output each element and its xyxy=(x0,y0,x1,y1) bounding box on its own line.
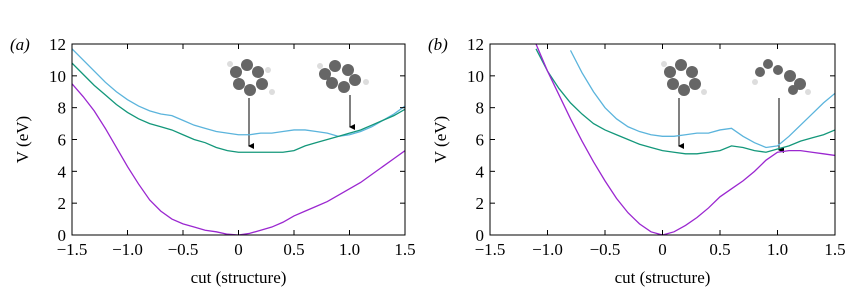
y-tick-label: 10 xyxy=(467,67,484,86)
x-tick-label: 0.5 xyxy=(709,240,730,259)
y-tick-label: 8 xyxy=(58,99,67,118)
molecule-icon xyxy=(752,59,811,95)
y-tick-label: 12 xyxy=(467,35,484,54)
y-tick-label: 0 xyxy=(58,226,67,245)
x-tick-label: 0.5 xyxy=(283,240,304,259)
y-tick-label: 10 xyxy=(49,67,66,86)
series-line xyxy=(72,49,405,137)
y-tick-label: 12 xyxy=(49,35,66,54)
y-axis-label: V (eV) xyxy=(13,116,32,163)
panel-label: (a) xyxy=(10,35,30,54)
molecule-icon xyxy=(317,60,369,93)
x-tick-label: 1.0 xyxy=(339,240,360,259)
molecule-icon xyxy=(227,59,275,96)
series-line xyxy=(72,84,405,235)
x-tick-label: −0.5 xyxy=(168,240,199,259)
y-tick-label: 2 xyxy=(58,194,67,213)
x-tick-label: 1.5 xyxy=(824,240,845,259)
y-tick-label: 4 xyxy=(476,162,485,181)
y-tick-label: 4 xyxy=(58,162,67,181)
figure: −1.5−1.0−0.500.51.01.5024681012cut (stru… xyxy=(0,0,852,297)
y-tick-label: 8 xyxy=(476,99,485,118)
x-tick-label: −1.0 xyxy=(532,240,563,259)
x-tick-label: 0 xyxy=(658,240,667,259)
x-tick-label: −1.0 xyxy=(112,240,143,259)
y-tick-label: 6 xyxy=(58,131,67,150)
x-tick-label: 1.0 xyxy=(767,240,788,259)
y-tick-label: 6 xyxy=(476,131,485,150)
x-axis-label: cut (structure) xyxy=(615,268,711,287)
molecule-icon xyxy=(661,59,707,96)
x-axis-label: cut (structure) xyxy=(191,268,287,287)
panel-label: (b) xyxy=(428,35,448,54)
series-line xyxy=(571,50,836,147)
y-tick-label: 0 xyxy=(476,226,485,245)
plot-frame xyxy=(490,44,835,235)
annotations xyxy=(227,59,811,150)
x-tick-label: 1.5 xyxy=(394,240,415,259)
x-tick-label: −0.5 xyxy=(590,240,621,259)
x-tick-label: 0 xyxy=(234,240,243,259)
y-axis-label: V (eV) xyxy=(431,116,450,163)
y-tick-label: 2 xyxy=(476,194,485,213)
